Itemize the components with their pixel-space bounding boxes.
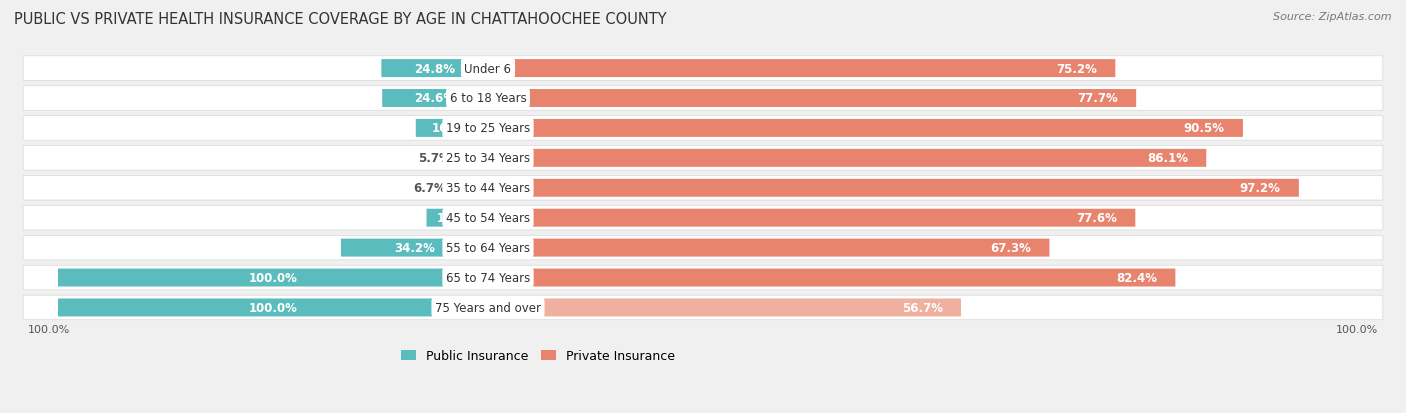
FancyBboxPatch shape bbox=[488, 60, 1115, 78]
Text: 6.7%: 6.7% bbox=[413, 182, 446, 195]
FancyBboxPatch shape bbox=[22, 57, 1384, 81]
FancyBboxPatch shape bbox=[22, 206, 1384, 230]
Text: 24.6%: 24.6% bbox=[415, 92, 456, 105]
Text: 77.7%: 77.7% bbox=[1077, 92, 1118, 105]
Text: 19 to 25 Years: 19 to 25 Years bbox=[446, 122, 530, 135]
Text: 75.2%: 75.2% bbox=[1056, 62, 1097, 76]
FancyBboxPatch shape bbox=[488, 120, 1243, 138]
FancyBboxPatch shape bbox=[22, 176, 1384, 201]
Text: 82.4%: 82.4% bbox=[1116, 271, 1157, 284]
Text: 25 to 34 Years: 25 to 34 Years bbox=[446, 152, 530, 165]
FancyBboxPatch shape bbox=[488, 209, 1135, 227]
FancyBboxPatch shape bbox=[22, 146, 1384, 171]
FancyBboxPatch shape bbox=[340, 239, 488, 257]
FancyBboxPatch shape bbox=[22, 266, 1384, 290]
FancyBboxPatch shape bbox=[488, 90, 1136, 108]
FancyBboxPatch shape bbox=[488, 269, 1175, 287]
FancyBboxPatch shape bbox=[488, 150, 1206, 167]
Text: 75 Years and over: 75 Years and over bbox=[434, 301, 541, 314]
Text: 34.2%: 34.2% bbox=[394, 242, 434, 254]
Text: 86.1%: 86.1% bbox=[1147, 152, 1188, 165]
FancyBboxPatch shape bbox=[58, 269, 488, 287]
FancyBboxPatch shape bbox=[464, 150, 488, 167]
Text: 100.0%: 100.0% bbox=[249, 271, 298, 284]
FancyBboxPatch shape bbox=[22, 236, 1384, 260]
FancyBboxPatch shape bbox=[460, 179, 488, 197]
Text: 67.3%: 67.3% bbox=[990, 242, 1031, 254]
Text: 77.6%: 77.6% bbox=[1076, 212, 1118, 225]
Text: 55 to 64 Years: 55 to 64 Years bbox=[446, 242, 530, 254]
Text: 6 to 18 Years: 6 to 18 Years bbox=[450, 92, 526, 105]
Text: 65 to 74 Years: 65 to 74 Years bbox=[446, 271, 530, 284]
Text: Source: ZipAtlas.com: Source: ZipAtlas.com bbox=[1274, 12, 1392, 22]
Text: 56.7%: 56.7% bbox=[901, 301, 943, 314]
Text: 14.3%: 14.3% bbox=[437, 212, 478, 225]
FancyBboxPatch shape bbox=[58, 299, 488, 317]
Text: 16.8%: 16.8% bbox=[432, 122, 472, 135]
FancyBboxPatch shape bbox=[488, 299, 960, 317]
Text: 100.0%: 100.0% bbox=[1336, 324, 1378, 334]
FancyBboxPatch shape bbox=[426, 209, 488, 227]
Text: 97.2%: 97.2% bbox=[1240, 182, 1281, 195]
FancyBboxPatch shape bbox=[22, 116, 1384, 141]
FancyBboxPatch shape bbox=[488, 179, 1299, 197]
Text: 5.7%: 5.7% bbox=[418, 152, 450, 165]
Legend: Public Insurance, Private Insurance: Public Insurance, Private Insurance bbox=[396, 344, 681, 367]
Text: Under 6: Under 6 bbox=[464, 62, 512, 76]
Text: 100.0%: 100.0% bbox=[28, 324, 70, 334]
FancyBboxPatch shape bbox=[382, 90, 488, 108]
Text: 100.0%: 100.0% bbox=[249, 301, 298, 314]
FancyBboxPatch shape bbox=[22, 295, 1384, 320]
FancyBboxPatch shape bbox=[22, 86, 1384, 111]
FancyBboxPatch shape bbox=[381, 60, 488, 78]
Text: 90.5%: 90.5% bbox=[1184, 122, 1225, 135]
FancyBboxPatch shape bbox=[488, 239, 1049, 257]
Text: 45 to 54 Years: 45 to 54 Years bbox=[446, 212, 530, 225]
Text: PUBLIC VS PRIVATE HEALTH INSURANCE COVERAGE BY AGE IN CHATTAHOOCHEE COUNTY: PUBLIC VS PRIVATE HEALTH INSURANCE COVER… bbox=[14, 12, 666, 27]
FancyBboxPatch shape bbox=[416, 120, 488, 138]
Text: 35 to 44 Years: 35 to 44 Years bbox=[446, 182, 530, 195]
Text: 24.8%: 24.8% bbox=[415, 62, 456, 76]
